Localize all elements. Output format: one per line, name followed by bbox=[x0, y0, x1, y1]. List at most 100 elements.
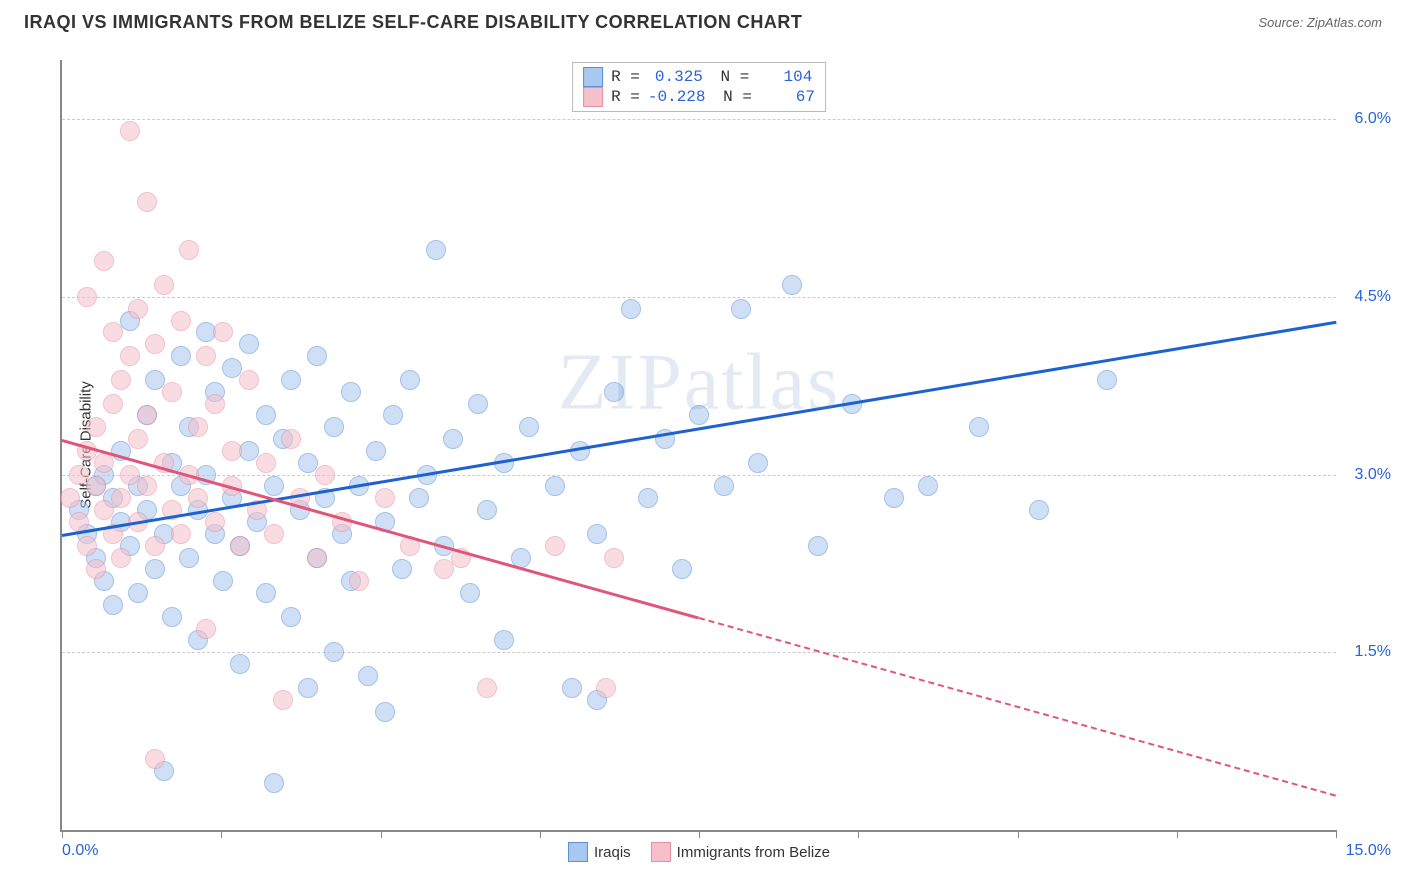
scatter-point bbox=[213, 322, 233, 342]
scatter-point bbox=[349, 571, 369, 591]
scatter-point bbox=[179, 240, 199, 260]
chart-plot-area: Self-Care Disability 1.5%3.0%4.5%6.0% ZI… bbox=[60, 60, 1336, 832]
scatter-point bbox=[545, 536, 565, 556]
x-tick bbox=[1018, 830, 1019, 838]
x-tick bbox=[1177, 830, 1178, 838]
scatter-point bbox=[196, 346, 216, 366]
scatter-point bbox=[426, 240, 446, 260]
scatter-point bbox=[60, 488, 80, 508]
scatter-point bbox=[1029, 500, 1049, 520]
scatter-point bbox=[162, 382, 182, 402]
x-tick bbox=[221, 830, 222, 838]
legend-swatch-series1 bbox=[568, 842, 588, 862]
scatter-point bbox=[375, 488, 395, 508]
legend-item-series1: Iraqis bbox=[568, 842, 631, 862]
swatch-series1 bbox=[583, 67, 603, 87]
scatter-point bbox=[383, 405, 403, 425]
scatter-point bbox=[604, 382, 624, 402]
scatter-point bbox=[477, 500, 497, 520]
scatter-point bbox=[884, 488, 904, 508]
scatter-point bbox=[196, 619, 216, 639]
scatter-point bbox=[689, 405, 709, 425]
scatter-point bbox=[230, 536, 250, 556]
scatter-point bbox=[918, 476, 938, 496]
gridline-horizontal bbox=[62, 652, 1336, 653]
scatter-point bbox=[137, 405, 157, 425]
x-tick bbox=[858, 830, 859, 838]
scatter-point bbox=[731, 299, 751, 319]
scatter-point bbox=[239, 370, 259, 390]
scatter-point bbox=[315, 465, 335, 485]
scatter-point bbox=[672, 559, 692, 579]
scatter-point bbox=[137, 476, 157, 496]
scatter-point bbox=[494, 630, 514, 650]
scatter-point bbox=[358, 666, 378, 686]
scatter-point bbox=[969, 417, 989, 437]
n-value-series1: 104 bbox=[757, 68, 812, 86]
scatter-point bbox=[120, 121, 140, 141]
source-credit: Source: ZipAtlas.com bbox=[1258, 15, 1382, 30]
scatter-point bbox=[307, 346, 327, 366]
scatter-point bbox=[154, 275, 174, 295]
scatter-point bbox=[281, 429, 301, 449]
x-tick bbox=[381, 830, 382, 838]
scatter-point bbox=[477, 678, 497, 698]
scatter-point bbox=[128, 429, 148, 449]
gridline-horizontal bbox=[62, 119, 1336, 120]
gridline-horizontal bbox=[62, 297, 1336, 298]
r-value-series2: -0.228 bbox=[648, 88, 706, 106]
y-tick-label: 3.0% bbox=[1355, 466, 1391, 484]
scatter-point bbox=[205, 512, 225, 532]
scatter-point bbox=[86, 417, 106, 437]
y-tick-label: 1.5% bbox=[1355, 643, 1391, 661]
scatter-point bbox=[86, 559, 106, 579]
scatter-point bbox=[264, 773, 284, 793]
x-tick bbox=[1336, 830, 1337, 838]
scatter-point bbox=[145, 749, 165, 769]
y-tick-label: 6.0% bbox=[1355, 110, 1391, 128]
r-value-series1: 0.325 bbox=[648, 68, 703, 86]
scatter-point bbox=[120, 346, 140, 366]
scatter-point bbox=[596, 678, 616, 698]
swatch-series2 bbox=[583, 87, 603, 107]
regression-line bbox=[699, 617, 1337, 797]
scatter-point bbox=[94, 453, 114, 473]
scatter-point bbox=[77, 287, 97, 307]
scatter-point bbox=[341, 382, 361, 402]
scatter-point bbox=[392, 559, 412, 579]
scatter-point bbox=[205, 394, 225, 414]
scatter-point bbox=[264, 524, 284, 544]
legend-label-series2: Immigrants from Belize bbox=[677, 844, 830, 861]
scatter-point bbox=[281, 370, 301, 390]
gridline-horizontal bbox=[62, 475, 1336, 476]
scatter-point bbox=[264, 476, 284, 496]
scatter-point bbox=[145, 559, 165, 579]
scatter-point bbox=[256, 453, 276, 473]
scatter-point bbox=[375, 702, 395, 722]
scatter-point bbox=[273, 690, 293, 710]
scatter-point bbox=[86, 476, 106, 496]
scatter-point bbox=[77, 536, 97, 556]
scatter-point bbox=[103, 394, 123, 414]
scatter-point bbox=[162, 607, 182, 627]
scatter-point bbox=[111, 548, 131, 568]
scatter-point bbox=[562, 678, 582, 698]
scatter-point bbox=[128, 299, 148, 319]
legend-label-series1: Iraqis bbox=[594, 844, 631, 861]
stats-legend-box: R = 0.325 N = 104 R = -0.228 N = 67 bbox=[572, 62, 826, 112]
chart-title: IRAQI VS IMMIGRANTS FROM BELIZE SELF-CAR… bbox=[24, 12, 802, 33]
x-tick bbox=[699, 830, 700, 838]
scatter-point bbox=[604, 548, 624, 568]
stats-row-series2: R = -0.228 N = 67 bbox=[583, 87, 815, 107]
scatter-point bbox=[256, 405, 276, 425]
scatter-point bbox=[188, 488, 208, 508]
scatter-point bbox=[324, 417, 344, 437]
x-tick bbox=[540, 830, 541, 838]
scatter-point bbox=[468, 394, 488, 414]
scatter-point bbox=[298, 678, 318, 698]
y-tick-label: 4.5% bbox=[1355, 288, 1391, 306]
scatter-point bbox=[307, 548, 327, 568]
scatter-point bbox=[324, 642, 344, 662]
x-axis-max-label: 15.0% bbox=[1346, 842, 1391, 860]
scatter-point bbox=[145, 334, 165, 354]
